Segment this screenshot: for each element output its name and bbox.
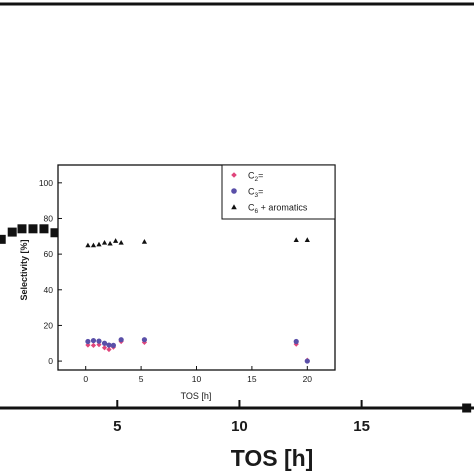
- main-data-point: [39, 224, 49, 234]
- inset-legend-items: C2= C3= C6 + aromatics: [231, 171, 308, 216]
- inset-data-point: [113, 238, 119, 243]
- inset-x-tick-label: 20: [303, 374, 313, 384]
- legend-label: C2=: [248, 171, 263, 184]
- inset-data-point: [90, 342, 97, 348]
- inset-data-point: [85, 242, 91, 248]
- legend-label: C6 + aromatics: [248, 203, 308, 216]
- inset-y-tick-label: 80: [44, 213, 54, 223]
- inset-data-point: [101, 340, 108, 346]
- main-data-point: [0, 234, 6, 244]
- inset-data-point: [118, 239, 124, 245]
- inset-data-point: [110, 342, 116, 348]
- inset-data-point: [96, 241, 102, 247]
- inset-legend-box: [221, 164, 336, 220]
- inset-x-tick-label: 15: [247, 374, 257, 384]
- main-x-tick-label: 10: [231, 418, 248, 435]
- inset-x-axis-label: TOS [h]: [181, 391, 212, 401]
- legend-marker: [231, 204, 237, 210]
- inset-data-point: [304, 237, 310, 242]
- inset-data-point: [85, 342, 91, 348]
- inset-data-point: [293, 237, 299, 242]
- main-data-point: [462, 403, 472, 413]
- legend-marker: [231, 172, 237, 178]
- inset-data-point: [90, 337, 97, 344]
- inset-data-point: [85, 338, 91, 345]
- inset-y-tick-label: 100: [39, 178, 53, 188]
- inset-chart: 0 20 40 60 80 100 0 5 10 15 20 Selectivity [%] TO…: [19, 164, 336, 401]
- inset-y-tick-label: 20: [44, 320, 54, 330]
- main-x-tick-label: 5: [113, 418, 121, 435]
- inset-y-axis-label: Selectivity [%]: [19, 239, 29, 300]
- inset-data-point: [293, 338, 299, 345]
- inset-y-tick-label: 0: [48, 356, 53, 366]
- main-x-ticks: 5 10 15: [113, 400, 370, 435]
- inset-data-point: [106, 346, 112, 353]
- main-data-point: [17, 224, 27, 234]
- main-data-point: [7, 227, 17, 237]
- inset-data-point: [101, 345, 108, 351]
- inset-data-point: [107, 240, 113, 246]
- inset-x-ticks: 0 5 10 15 20: [83, 366, 312, 384]
- main-data-point: [28, 224, 38, 234]
- inset-data-point: [304, 358, 310, 364]
- main-x-tick-label: 15: [353, 418, 370, 435]
- inset-data-point: [118, 337, 124, 343]
- inset-x-tick-label: 0: [83, 374, 88, 384]
- inset-data-point: [293, 341, 299, 347]
- inset-data-point: [141, 337, 148, 343]
- legend-marker: [231, 188, 237, 194]
- inset-x-tick-label: 10: [192, 374, 202, 384]
- inset-data-point: [96, 338, 102, 344]
- inset-data-point: [141, 239, 148, 244]
- inset-data-point: [101, 239, 108, 245]
- main-x-axis-label: TOS [h]: [231, 445, 314, 471]
- inset-y-tick-label: 40: [44, 285, 54, 295]
- inset-legend: C2= C3= C6 + aromatics: [221, 164, 336, 220]
- inset-data-points: [85, 237, 310, 364]
- inset-y-ticks: 0 20 40 60 80 100: [39, 178, 62, 366]
- inset-x-tick-label: 5: [139, 374, 144, 384]
- inset-data-point: [90, 242, 97, 248]
- inset-data-point: [106, 342, 112, 348]
- main-data-point: [50, 228, 60, 238]
- legend-label: C3=: [248, 187, 263, 200]
- inset-y-tick-label: 60: [44, 249, 54, 259]
- inset-data-point: [96, 342, 102, 348]
